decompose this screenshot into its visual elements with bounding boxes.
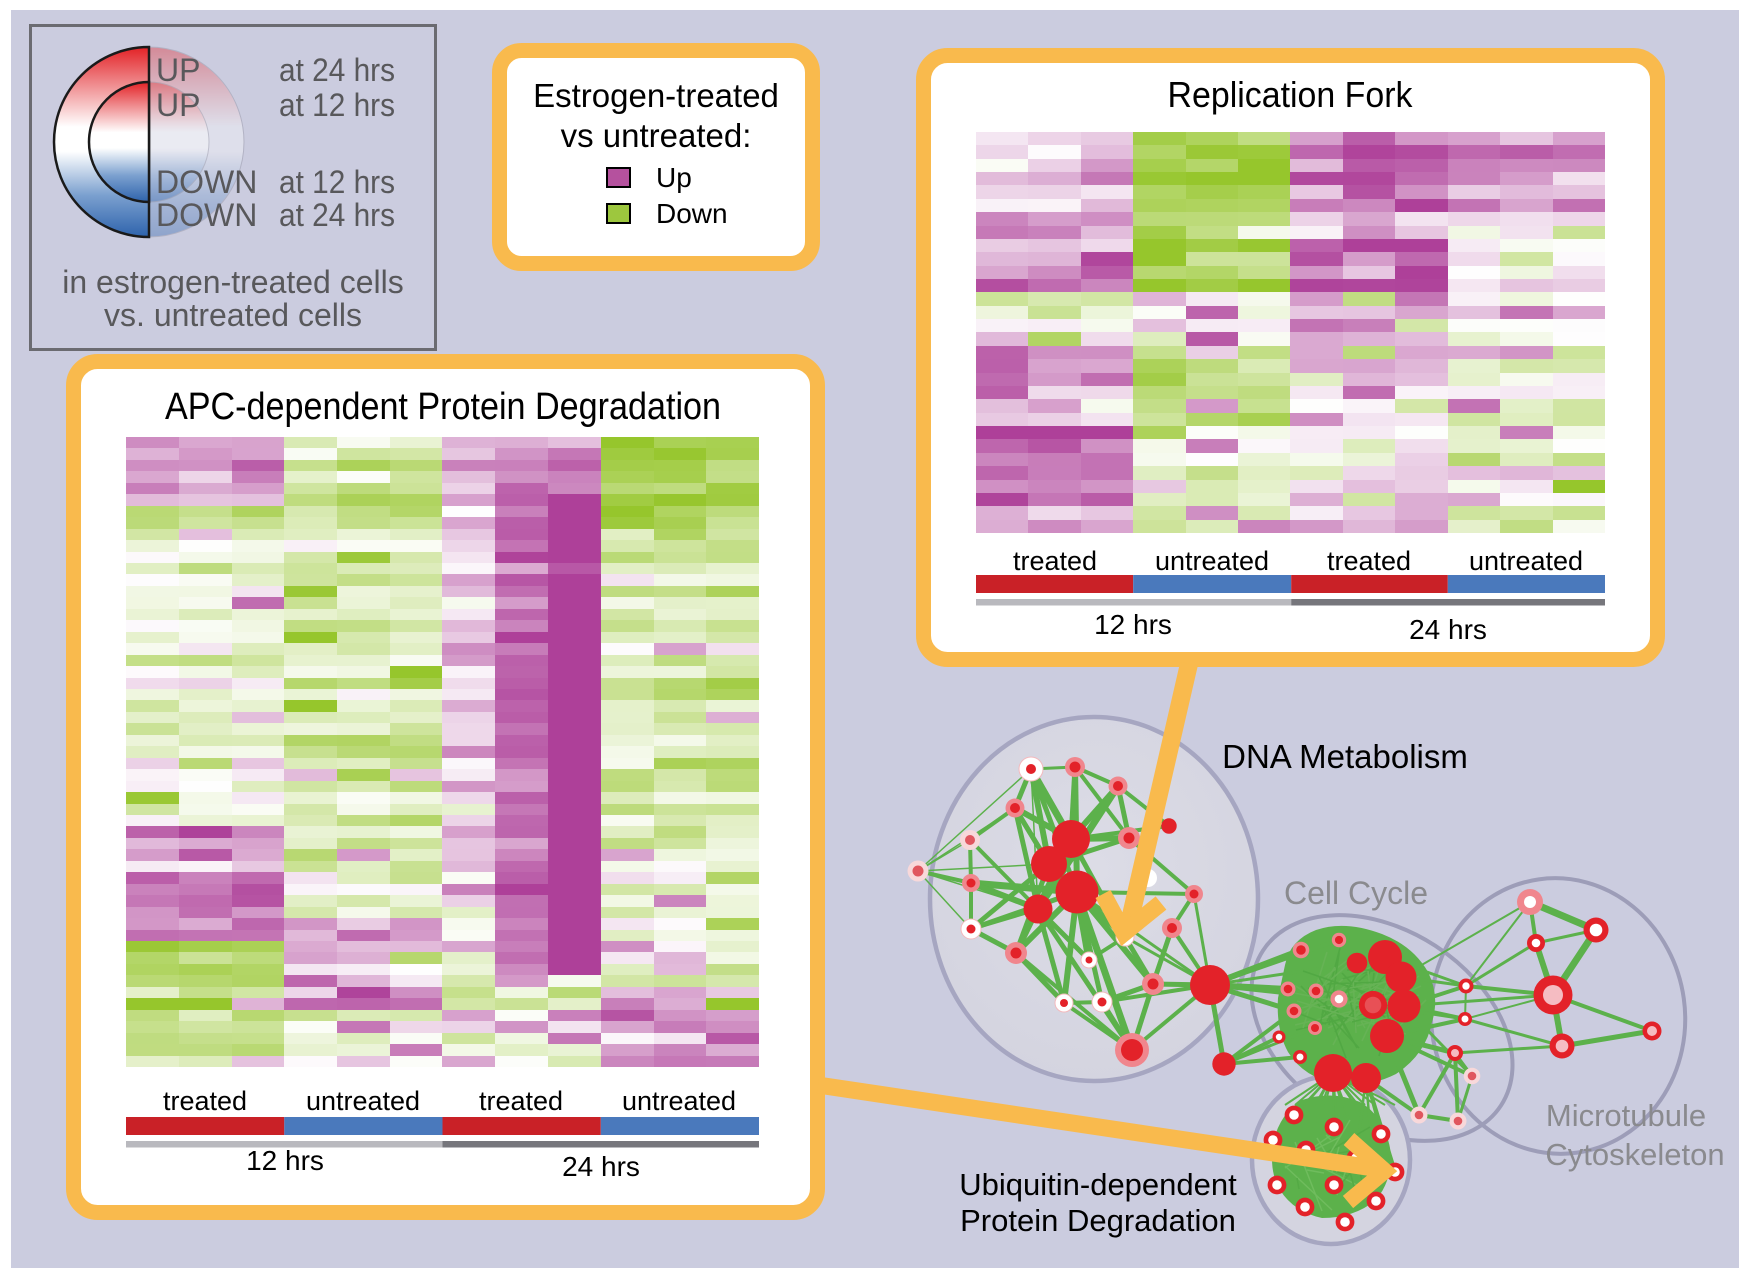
svg-text:24 hrs: 24 hrs [562,1151,640,1182]
svg-text:at 12 hrs: at 12 hrs [279,87,395,123]
svg-text:Replication Fork: Replication Fork [1168,74,1414,115]
svg-text:12 hrs: 12 hrs [1094,609,1172,640]
svg-text:treated: treated [163,1086,247,1116]
svg-text:at 24 hrs: at 24 hrs [279,52,395,88]
svg-text:DOWN: DOWN [156,164,257,200]
svg-text:Protein Degradation: Protein Degradation [960,1203,1236,1238]
svg-text:treated: treated [1327,546,1411,576]
svg-text:UP: UP [156,52,200,88]
svg-text:Down: Down [656,198,728,229]
svg-text:at 12 hrs: at 12 hrs [279,164,395,200]
svg-text:untreated: untreated [1469,546,1583,576]
svg-text:vs. untreated cells: vs. untreated cells [104,297,362,333]
svg-text:APC-dependent Protein Degradat: APC-dependent Protein Degradation [165,386,721,428]
svg-text:treated: treated [479,1086,563,1116]
svg-text:untreated: untreated [306,1086,420,1116]
svg-text:Cell Cycle: Cell Cycle [1284,875,1428,911]
svg-text:in estrogen-treated cells: in estrogen-treated cells [62,264,404,300]
svg-text:Microtubule: Microtubule [1546,1098,1706,1133]
svg-text:24 hrs: 24 hrs [1409,614,1487,645]
svg-text:untreated: untreated [1155,546,1269,576]
svg-text:Ubiquitin-dependent: Ubiquitin-dependent [959,1167,1237,1202]
svg-text:Cytoskeleton: Cytoskeleton [1545,1137,1724,1172]
svg-text:Estrogen-treated: Estrogen-treated [533,77,779,114]
svg-text:Up: Up [656,162,692,193]
svg-text:12 hrs: 12 hrs [246,1145,324,1176]
svg-text:DNA Metabolism: DNA Metabolism [1222,738,1468,775]
svg-text:at 24 hrs: at 24 hrs [279,197,395,233]
svg-text:untreated: untreated [622,1086,736,1116]
svg-text:UP: UP [156,87,200,123]
svg-text:vs untreated:: vs untreated: [561,117,752,154]
svg-text:DOWN: DOWN [156,197,257,233]
svg-text:treated: treated [1013,546,1097,576]
